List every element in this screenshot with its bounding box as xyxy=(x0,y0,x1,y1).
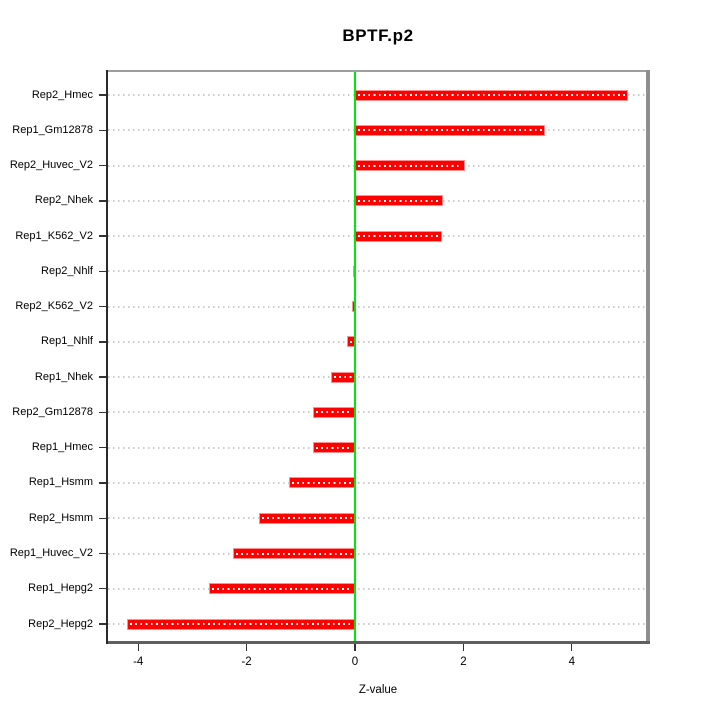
panel-border-right xyxy=(646,70,650,644)
bar-rep1_hsmm xyxy=(289,477,355,489)
y-axis-tick xyxy=(99,376,106,378)
y-axis-label: Rep1_Huvec_V2 xyxy=(9,547,93,559)
bar-inner-dotted-line xyxy=(358,94,625,96)
grid-row-line xyxy=(108,623,646,626)
bar-inner-dotted-line xyxy=(358,129,543,132)
x-axis-tick xyxy=(354,644,356,651)
y-axis-label: Rep1_Gm12878 xyxy=(12,123,93,136)
bar-rep1_nhek xyxy=(330,371,355,383)
y-axis-label: Rep1_Hsmm xyxy=(28,476,93,489)
y-axis-tick xyxy=(99,305,106,308)
y-axis-tick xyxy=(99,552,106,555)
y-axis-label: Rep2_Hmec xyxy=(31,88,93,101)
y-axis-label: Rep2_Nhek xyxy=(34,194,93,207)
x-axis-tick xyxy=(462,644,465,651)
bar-inner-dotted-line xyxy=(358,235,439,238)
x-axis-tick-label: 2 xyxy=(460,656,467,668)
bar-rep2_huvec_v2 xyxy=(355,160,466,172)
bar-rep2_hmec xyxy=(355,89,628,101)
x-axis-tick xyxy=(137,644,139,651)
y-axis-tick xyxy=(99,164,106,167)
y-axis-tick xyxy=(99,447,106,449)
y-axis-label: Rep1_K562_V2 xyxy=(15,229,93,242)
panel-border-top xyxy=(106,70,650,72)
bar-inner-dotted-line xyxy=(358,199,440,202)
grid-row-line xyxy=(108,587,646,590)
grid-row-line xyxy=(108,270,646,273)
grid-row-line xyxy=(108,517,646,520)
y-axis-tick xyxy=(99,129,106,131)
x-axis-tick-label: 4 xyxy=(568,656,575,668)
zero-reference-line xyxy=(354,70,356,644)
y-axis-label: Rep2_Nhlf xyxy=(41,264,93,277)
bar-rep1_hepg2 xyxy=(209,583,355,595)
y-axis-label: Rep1_Nhlf xyxy=(41,335,93,348)
chart-title: BPTF.p2 xyxy=(342,26,414,45)
x-axis-title: Z-value xyxy=(358,684,398,696)
x-axis-tick xyxy=(571,644,573,651)
bar-rep2_hepg2 xyxy=(126,618,355,630)
y-axis-line xyxy=(106,70,108,644)
y-axis-label: Rep1_Hmec xyxy=(31,441,93,454)
y-axis-tick xyxy=(99,517,106,519)
panel-border-bottom xyxy=(106,641,650,644)
bar-inner-dotted-line xyxy=(212,587,352,590)
y-axis-label: Rep2_K562_V2 xyxy=(15,300,93,313)
y-axis-tick xyxy=(99,270,106,273)
bar-inner-dotted-line xyxy=(262,517,352,520)
bar-rep1_k562_v2 xyxy=(355,230,442,242)
grid-row-line xyxy=(108,340,646,343)
x-axis-tick-label: 0 xyxy=(351,656,359,668)
y-axis-tick xyxy=(99,235,106,237)
x-axis-tick xyxy=(245,644,248,651)
x-axis-tick-label: -4 xyxy=(133,656,144,668)
grid-row-line xyxy=(108,411,646,414)
y-axis-tick xyxy=(99,623,106,625)
x-axis-tick-label: -2 xyxy=(241,656,252,668)
y-axis-label: Rep2_Hsmm xyxy=(28,511,93,524)
y-axis-tick xyxy=(99,94,106,96)
bar-inner-dotted-line xyxy=(129,623,352,626)
y-axis-tick xyxy=(99,341,106,343)
bar-rep2_nhek xyxy=(355,195,443,207)
grid-row-line xyxy=(108,376,646,379)
bar-rep1_hmec xyxy=(312,442,355,454)
bar-inner-dotted-line xyxy=(315,446,352,449)
bar-inner-dotted-line xyxy=(292,481,352,484)
bar-inner-dotted-line xyxy=(350,340,352,343)
bar-rep2_gm12878 xyxy=(313,406,355,418)
y-axis-label: Rep1_Nhek xyxy=(34,370,93,383)
bar-rep2_hsmm xyxy=(259,512,355,524)
y-axis-label: Rep2_Gm12878 xyxy=(12,405,93,418)
bar-inner-dotted-line xyxy=(235,552,352,555)
y-axis-tick xyxy=(99,411,106,414)
bar-rep1_huvec_v2 xyxy=(232,548,355,559)
bar-rep1_gm12878 xyxy=(355,124,546,136)
y-axis-label: Rep1_Hepg2 xyxy=(28,582,93,595)
grid-row-line xyxy=(108,446,646,449)
grid-row-line xyxy=(108,552,646,555)
y-axis-tick xyxy=(99,482,106,484)
y-axis-tick xyxy=(99,200,106,202)
grid-row-line xyxy=(108,305,646,308)
bar-inner-dotted-line xyxy=(316,411,352,414)
bar-inner-dotted-line xyxy=(333,376,352,379)
y-axis-label: Rep2_Hepg2 xyxy=(28,617,93,630)
grid-row-line xyxy=(108,481,646,484)
plot-panel xyxy=(99,70,650,651)
y-axis-tick xyxy=(99,588,106,590)
y-axis-label: Rep2_Huvec_V2 xyxy=(9,159,93,172)
bar-inner-dotted-line xyxy=(358,164,463,167)
